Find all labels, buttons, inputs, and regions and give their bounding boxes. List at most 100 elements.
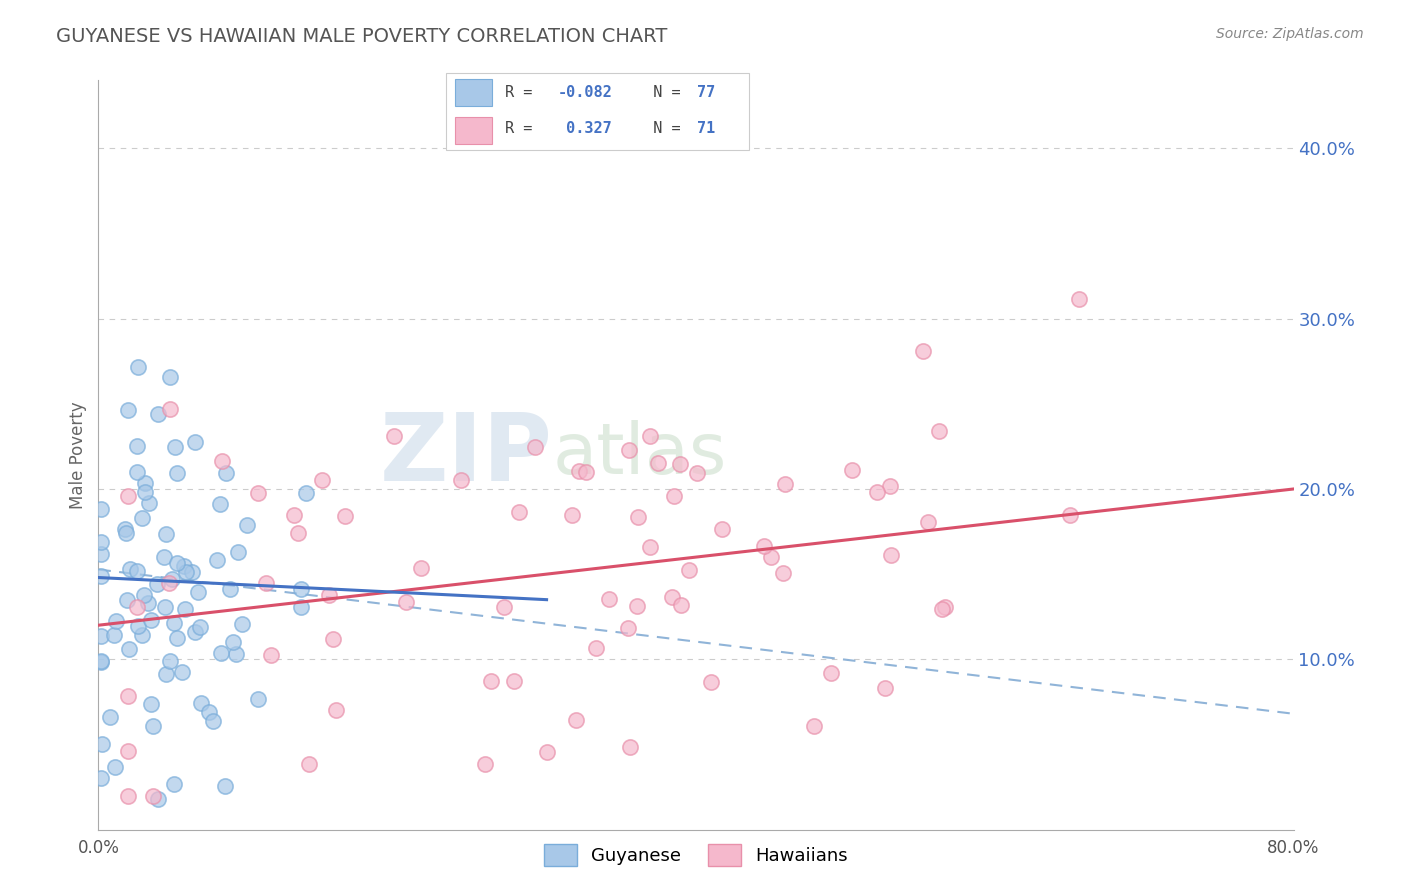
Point (155, 527, 177, 541)
Point (173, 602, 195, 616)
Point (879, 479, 901, 493)
Point (283, 508, 305, 523)
Point (474, 757, 496, 772)
Point (139, 697, 162, 711)
Point (298, 757, 321, 772)
Text: GUYANESE VS HAWAIIAN MALE POVERTY CORRELATION CHART: GUYANESE VS HAWAIIAN MALE POVERTY CORREL… (56, 27, 668, 45)
Point (931, 601, 953, 615)
Point (117, 689, 139, 703)
FancyBboxPatch shape (456, 79, 492, 106)
Point (90, 655, 112, 669)
Point (181, 565, 204, 579)
Point (638, 429, 661, 443)
Point (153, 549, 176, 564)
Point (190, 619, 212, 633)
Point (184, 625, 207, 640)
Point (207, 552, 229, 566)
Text: Source: ZipAtlas.com: Source: ZipAtlas.com (1216, 27, 1364, 41)
Point (104, 760, 127, 774)
Point (114, 523, 136, 537)
Point (325, 702, 347, 716)
Text: ZIP: ZIP (380, 409, 553, 501)
Point (617, 622, 640, 636)
Point (172, 665, 194, 679)
Point (617, 443, 640, 458)
Point (98, 710, 121, 724)
Point (146, 407, 169, 421)
Point (159, 402, 181, 417)
Point (575, 465, 598, 479)
Point (134, 588, 156, 602)
Point (90, 535, 112, 549)
Point (142, 789, 165, 803)
Y-axis label: Male Poverty: Male Poverty (69, 401, 87, 508)
Point (166, 466, 188, 480)
Point (820, 666, 842, 681)
Point (214, 780, 236, 794)
Legend: Guyanese, Hawaiians: Guyanese, Hawaiians (537, 837, 855, 873)
Point (165, 440, 187, 454)
Point (568, 464, 591, 478)
Text: 77: 77 (696, 85, 714, 100)
Point (866, 485, 889, 500)
Point (382, 429, 405, 443)
Point (90, 502, 112, 516)
Point (157, 576, 180, 591)
Point (115, 526, 138, 541)
Point (90, 547, 112, 561)
Point (131, 628, 153, 642)
Point (90, 629, 112, 643)
Point (187, 584, 209, 599)
Point (226, 545, 249, 559)
Point (134, 475, 156, 490)
Point (700, 674, 723, 689)
Point (141, 613, 163, 627)
Point (536, 745, 558, 759)
Point (669, 457, 692, 471)
Point (127, 359, 149, 374)
Point (117, 744, 139, 758)
Point (163, 615, 186, 630)
Point (638, 540, 661, 554)
Point (142, 719, 165, 733)
Point (118, 642, 141, 657)
Point (841, 463, 863, 477)
Point (190, 696, 212, 710)
Point (91, 737, 114, 751)
Point (678, 563, 700, 577)
Point (127, 565, 149, 579)
Point (479, 674, 502, 689)
Point (155, 667, 177, 681)
Point (90, 772, 112, 786)
Point (585, 640, 607, 655)
Point (201, 714, 224, 728)
Point (394, 595, 416, 609)
Point (148, 791, 170, 805)
Point (159, 654, 181, 668)
Point (1067, 292, 1090, 306)
Point (125, 599, 148, 614)
Point (318, 589, 340, 603)
Point (125, 439, 148, 453)
Point (322, 632, 344, 646)
Point (145, 577, 167, 591)
Point (880, 548, 903, 562)
Point (686, 467, 709, 481)
Point (711, 522, 734, 536)
Point (127, 619, 149, 633)
Point (564, 713, 586, 727)
Point (598, 592, 620, 607)
Point (246, 485, 269, 500)
Point (163, 777, 186, 791)
Point (290, 582, 312, 596)
Point (294, 486, 316, 500)
Point (759, 550, 782, 565)
Point (873, 681, 896, 695)
Point (260, 648, 283, 663)
Point (619, 740, 641, 755)
Point (131, 511, 153, 525)
Point (208, 497, 231, 511)
Point (247, 691, 270, 706)
Point (287, 526, 309, 541)
Point (911, 344, 934, 359)
